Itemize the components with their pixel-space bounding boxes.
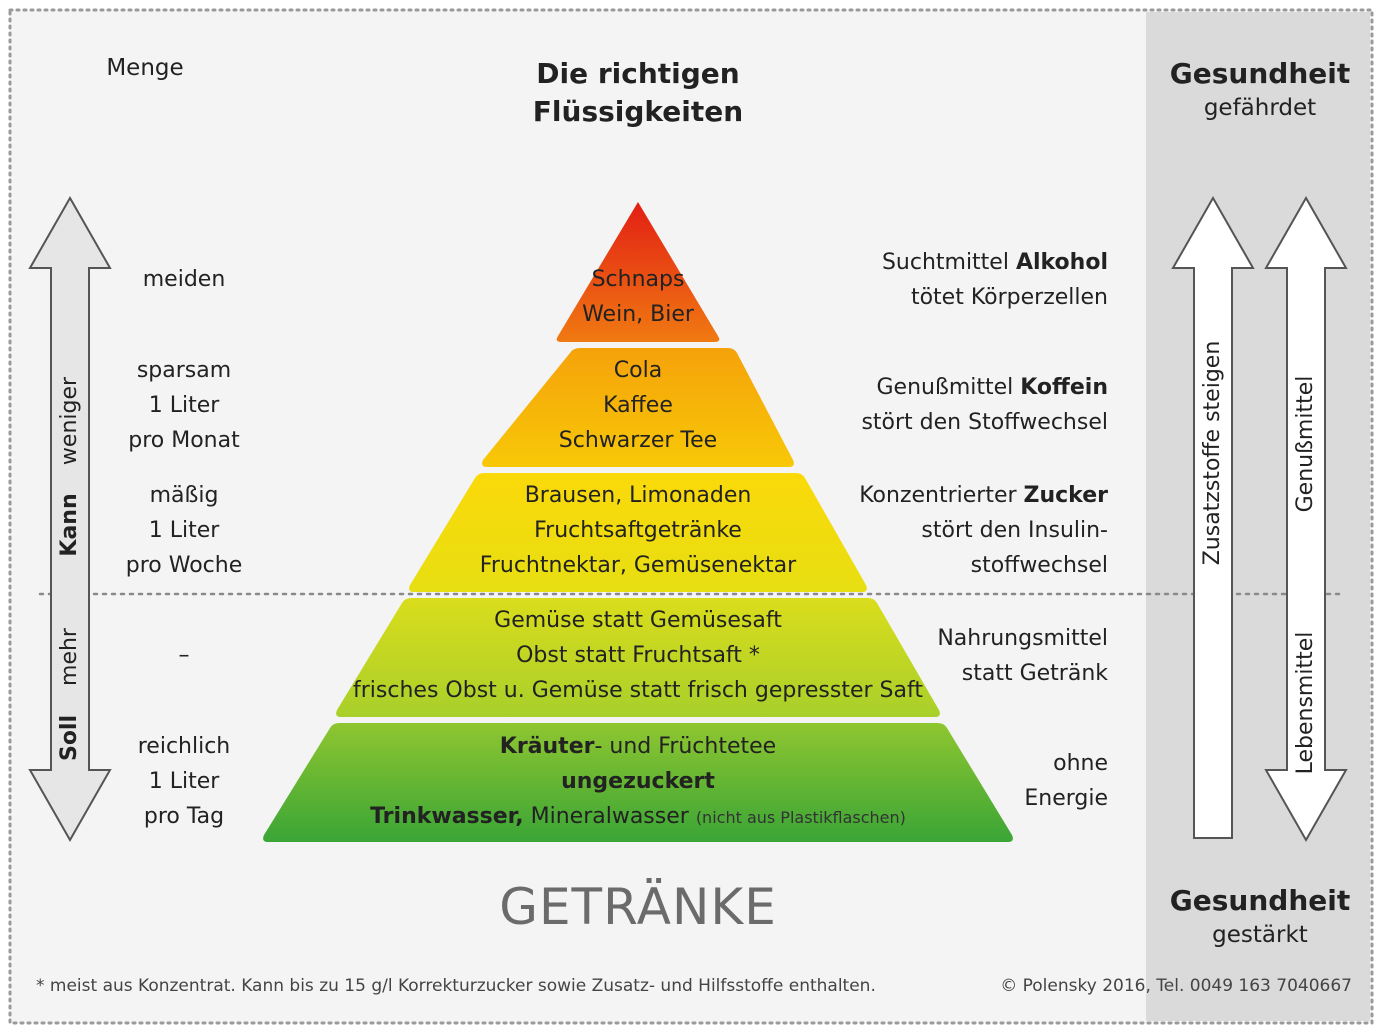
title-line-1: Die richtigen bbox=[536, 57, 740, 90]
right-health-band bbox=[1146, 12, 1370, 1021]
health-endangered: Gesundheit gefährdet bbox=[1150, 55, 1370, 123]
amount-line: pro Tag bbox=[143, 804, 225, 829]
amount-line: mäßig bbox=[149, 483, 219, 508]
level-line: Fruchtnektar, Gemüsenektar bbox=[479, 553, 797, 578]
effect-energy: ohne Energie bbox=[808, 746, 1108, 816]
amount-maessig: mäßig 1 Liter pro Woche bbox=[84, 478, 284, 583]
level-line: Kräuter- und Früchtetee bbox=[300, 729, 976, 764]
amount-reichlich: reichlich 1 Liter pro Tag bbox=[84, 729, 284, 834]
amount-meiden: meiden bbox=[84, 262, 284, 297]
effect-line: Nahrungsmittel bbox=[937, 626, 1108, 651]
level-line: Fruchtsaftgetränke bbox=[534, 518, 742, 543]
pyramid-level-alcohol bbox=[556, 202, 720, 342]
left-double-arrow bbox=[28, 195, 112, 843]
amount-line: 1 Liter bbox=[148, 518, 220, 543]
effect-line: tötet Körperzellen bbox=[910, 285, 1108, 310]
amount-line: pro Monat bbox=[128, 428, 240, 453]
level-alcohol-text: Schnaps Wein, Bier bbox=[538, 262, 738, 332]
effect-prefix: Konzentrierter bbox=[859, 483, 1024, 508]
effect-prefix: Genußmittel bbox=[876, 375, 1021, 400]
amount-line: sparsam bbox=[136, 358, 232, 383]
effect-line: stoffwechsel bbox=[970, 553, 1108, 578]
effect-alcohol: Suchtmittel Alkohol tötet Körperzellen bbox=[808, 245, 1108, 315]
health-endangered-title: Gesundheit bbox=[1169, 57, 1351, 90]
trinkwasser-bold: Trinkwasser, bbox=[370, 804, 524, 829]
health-strengthened-sub: gestärkt bbox=[1212, 922, 1308, 948]
effect-keyword: Koffein bbox=[1020, 375, 1108, 400]
level-line: Kaffee bbox=[603, 393, 673, 418]
level-line: Schnaps bbox=[591, 267, 685, 292]
amount-line: meiden bbox=[142, 267, 226, 292]
genuss-lebens-double-arrow bbox=[1264, 195, 1348, 843]
axis-label-soll: Soll bbox=[57, 714, 82, 762]
page-title: Die richtigen Flüssigkeiten bbox=[488, 55, 788, 131]
zusatzstoffe-up-arrow bbox=[1171, 195, 1255, 839]
pyramid-level-food bbox=[336, 598, 940, 717]
plastic-note: (nicht aus Plastikflaschen) bbox=[695, 808, 906, 827]
level-caffeine-text: Cola Kaffee Schwarzer Tee bbox=[488, 353, 788, 458]
effect-line: statt Getränk bbox=[961, 661, 1108, 686]
level-line: Cola bbox=[613, 358, 663, 383]
level-line: Schwarzer Tee bbox=[558, 428, 718, 453]
label-lebensmittel: Lebensmittel bbox=[1293, 631, 1318, 775]
level-food-text: Gemüse statt Gemüsesaft Obst statt Fruch… bbox=[340, 603, 936, 708]
health-endangered-sub: gefährdet bbox=[1203, 95, 1317, 121]
health-strengthened: Gesundheit gestärkt bbox=[1150, 882, 1370, 950]
copyright: © Polensky 2016, Tel. 0049 163 7040667 bbox=[1000, 976, 1352, 996]
amount-line: pro Woche bbox=[125, 553, 243, 578]
effect-food: Nahrungsmittel statt Getränk bbox=[808, 621, 1108, 691]
mineralwasser-text: Mineralwasser bbox=[523, 804, 696, 829]
amount-line: 1 Liter bbox=[148, 393, 220, 418]
level-sugar-text: Brausen, Limonaden Fruchtsaftgetränke Fr… bbox=[438, 478, 838, 583]
level-line: ungezuckert bbox=[300, 764, 976, 799]
label-zusatzstoffe: Zusatzstoffe steigen bbox=[1200, 340, 1225, 566]
amount-dash: – bbox=[84, 638, 284, 673]
amount-line: – bbox=[178, 643, 190, 668]
effect-prefix: Suchtmittel bbox=[881, 250, 1016, 275]
health-strengthened-title: Gesundheit bbox=[1169, 884, 1351, 917]
axis-label-kann: Kann bbox=[57, 493, 82, 557]
effect-line: Suchtmittel Alkohol bbox=[808, 245, 1108, 280]
level-line: Trinkwasser, Mineralwasser (nicht aus Pl… bbox=[300, 799, 976, 835]
level-water-text: Kräuter- und Früchtetee ungezuckert Trin… bbox=[300, 729, 976, 835]
level-line: Wein, Bier bbox=[582, 302, 694, 327]
level-line: frisches Obst u. Gemüse statt frisch gep… bbox=[353, 678, 923, 703]
amount-line: 1 Liter bbox=[148, 769, 220, 794]
title-line-2: Flüssigkeiten bbox=[532, 95, 744, 128]
level-line: Brausen, Limonaden bbox=[524, 483, 752, 508]
label-genussmittel: Genußmittel bbox=[1293, 375, 1318, 513]
pyramid-level-sugar bbox=[409, 473, 867, 592]
amount-line: reichlich bbox=[137, 734, 231, 759]
effect-sugar: Konzentrierter Zucker stört den Insulin-… bbox=[808, 478, 1108, 583]
amount-sparsam: sparsam 1 Liter pro Monat bbox=[84, 353, 284, 458]
effect-line: stört den Insulin- bbox=[921, 518, 1108, 543]
effect-line: ohne bbox=[1053, 751, 1108, 776]
kraeuter-bold: Kräuter bbox=[499, 734, 595, 759]
pyramid-level-caffeine bbox=[482, 348, 794, 467]
footnote: * meist aus Konzentrat. Kann bis zu 15 g… bbox=[36, 976, 876, 996]
effect-keyword: Zucker bbox=[1023, 483, 1108, 508]
effect-line: Konzentrierter Zucker bbox=[808, 478, 1108, 513]
effect-line: Energie bbox=[1024, 786, 1108, 811]
getraenke-heading: GETRÄNKE bbox=[499, 878, 777, 936]
effect-line: Genußmittel Koffein bbox=[808, 370, 1109, 405]
effect-line: stört den Stoffwechsel bbox=[861, 410, 1108, 435]
pyramid-level-water bbox=[263, 723, 1013, 842]
menge-label: Menge bbox=[106, 55, 184, 81]
level-line: Gemüse statt Gemüsesaft bbox=[494, 608, 782, 633]
ungezuckert-bold: ungezuckert bbox=[561, 769, 715, 794]
fruechtetee-text: - und Früchtetee bbox=[594, 734, 777, 759]
level-line: Obst statt Fruchtsaft * bbox=[516, 643, 760, 668]
effect-keyword: Alkohol bbox=[1015, 250, 1108, 275]
effect-caffeine: Genußmittel Koffein stört den Stoffwechs… bbox=[808, 370, 1108, 440]
